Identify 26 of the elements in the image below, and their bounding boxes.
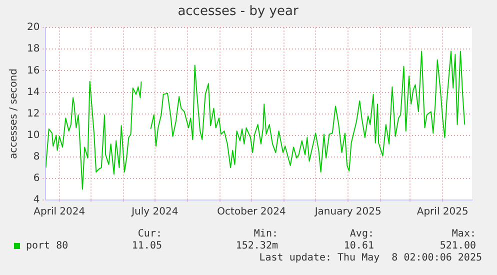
chart-title: accesses - by year	[178, 4, 299, 20]
y-tick-label: 10	[26, 130, 40, 141]
y-tick-label: 14	[26, 86, 40, 98]
y-axis-title: accesses / second	[8, 68, 20, 160]
y-tick-label: 8	[33, 151, 40, 162]
text: Avg:	[350, 228, 374, 240]
text: 10.61	[344, 240, 374, 252]
text: Max:	[452, 228, 476, 240]
text: 521.00	[440, 240, 476, 252]
text: Last update: Thu May 8 02:00:06 2025	[259, 252, 482, 264]
x-tick-label: January 2025	[314, 206, 382, 218]
legend-label: port 80	[26, 240, 68, 252]
y-tick-label: 6	[33, 173, 40, 184]
y-tick-label: 12	[26, 108, 40, 120]
y-tick-label: 4	[33, 194, 40, 206]
text: Min:	[254, 228, 278, 240]
x-tick-label: April 2024	[34, 206, 86, 218]
y-tick-label: 16	[26, 65, 40, 76]
x-tick-label: October 2024	[217, 206, 286, 218]
text: Cur:	[138, 228, 162, 240]
y-tick-label: 18	[26, 44, 40, 55]
y-tick-label: 20	[26, 22, 40, 34]
x-tick-label: April 2025	[416, 206, 468, 218]
x-tick-label: July 2024	[130, 206, 178, 218]
text: 152.32m	[236, 240, 278, 252]
text: 11.05	[132, 240, 162, 252]
